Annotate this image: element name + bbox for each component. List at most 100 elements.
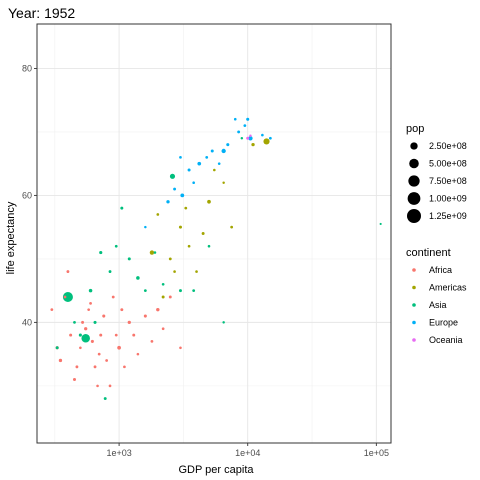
scatter-point — [87, 308, 91, 312]
scatter-point — [184, 206, 188, 210]
plot-border — [36, 23, 392, 444]
scatter-point — [111, 295, 115, 299]
scatter-point — [156, 213, 160, 216]
scatter-point — [149, 250, 155, 255]
scatter-point — [132, 333, 136, 337]
scatter-point — [66, 270, 70, 274]
scatter-point — [96, 384, 99, 388]
scatter-point — [114, 244, 118, 248]
scatter-point — [81, 333, 90, 343]
color-legend-key — [412, 338, 416, 342]
scatter-point — [207, 199, 211, 204]
scatter-point — [187, 244, 191, 248]
scatter-point — [90, 339, 94, 343]
scatter-point — [58, 358, 63, 363]
scatter-point — [226, 143, 230, 147]
scatter-point — [261, 133, 264, 137]
scatter-point — [192, 289, 196, 293]
scatter-point — [108, 384, 112, 388]
size-legend-key — [407, 209, 421, 223]
color-legend-key — [412, 303, 416, 307]
scatter-point — [99, 333, 103, 337]
scatter-point — [114, 333, 118, 337]
scatter-point — [222, 321, 225, 324]
scatter-point — [233, 117, 237, 121]
scatter-point — [156, 307, 160, 312]
scatter-point — [63, 295, 67, 299]
color-legend-key — [412, 268, 416, 272]
scatter-point — [136, 352, 140, 356]
scatter-point — [379, 222, 382, 226]
scatter-point — [249, 134, 252, 137]
scatter-point — [50, 308, 54, 312]
x-tick-label: 1e+03 — [106, 448, 131, 458]
scatter-point — [168, 295, 172, 299]
size-legend-label: 7.50e+08 — [429, 176, 467, 186]
scatter-point — [168, 257, 172, 261]
scatter-point — [221, 148, 226, 154]
size-legend-label: 2.50e+08 — [429, 141, 467, 151]
scatter-point — [93, 365, 97, 369]
scatter-point — [127, 320, 131, 325]
size-legend-key — [407, 192, 421, 205]
scatter-point — [161, 327, 165, 331]
scatter-point — [178, 289, 182, 293]
scatter-point — [263, 138, 270, 145]
x-axis-title: GDP per capita — [178, 464, 254, 476]
scatter-point — [210, 149, 214, 153]
scatter-point — [143, 314, 147, 318]
scatter-point — [153, 251, 157, 254]
size-legend-label: 5.00e+08 — [429, 159, 467, 169]
scatter-point — [201, 232, 205, 235]
scatter-point — [55, 346, 59, 350]
scatter-point — [81, 320, 85, 324]
scatter-point — [243, 124, 247, 127]
scatter-point — [79, 346, 82, 350]
scatter-point — [69, 333, 73, 337]
size-legend-label: 1.25e+09 — [429, 211, 467, 221]
scatter-point — [102, 314, 106, 318]
scatter-point — [169, 173, 176, 179]
scatter-point — [117, 345, 121, 350]
scatter-point — [237, 130, 241, 134]
scatter-point — [120, 206, 124, 210]
scatter-point — [192, 181, 195, 185]
color-legend-key — [412, 285, 416, 290]
scatter-point — [89, 301, 92, 305]
scatter-point — [213, 168, 216, 172]
scatter-point — [99, 250, 103, 255]
scatter-point — [179, 155, 182, 159]
scatter-point — [230, 225, 234, 229]
scatter-point — [268, 136, 272, 140]
color-legend-label: Europe — [429, 318, 458, 328]
scatter-point — [123, 365, 126, 369]
scatter-point — [120, 308, 124, 312]
scatter-point — [180, 193, 185, 198]
color-legend-label: Oceania — [429, 335, 463, 345]
color-legend-title: continent — [406, 247, 451, 259]
color-legend-label: Americas — [429, 283, 467, 293]
scatter-point — [103, 397, 107, 401]
scatter-point — [72, 378, 77, 382]
scatter-point — [75, 365, 79, 369]
x-tick-label: 1e+05 — [364, 448, 389, 458]
size-legend-key — [408, 175, 420, 187]
plot-area: 1e+03 1e+04 1e+05 40 60 80 — [22, 23, 392, 458]
scatter-point — [251, 142, 255, 147]
color-legend-label: Africa — [429, 265, 452, 275]
scatter-point — [143, 289, 147, 293]
scatter-point — [161, 295, 165, 299]
scatter-point — [205, 155, 209, 159]
scatter-point — [73, 320, 76, 324]
y-tick-label: 80 — [22, 63, 32, 73]
color-legend-label: Asia — [429, 300, 447, 310]
scatter-point — [207, 244, 211, 248]
scatter-point — [127, 257, 131, 261]
plot-background — [37, 24, 391, 443]
scatter-point — [173, 187, 177, 191]
scatter-point — [105, 359, 109, 362]
size-legend-key — [410, 142, 418, 150]
color-legend-key — [412, 320, 416, 325]
scatter-point — [222, 181, 225, 184]
scatter-point — [178, 225, 182, 229]
